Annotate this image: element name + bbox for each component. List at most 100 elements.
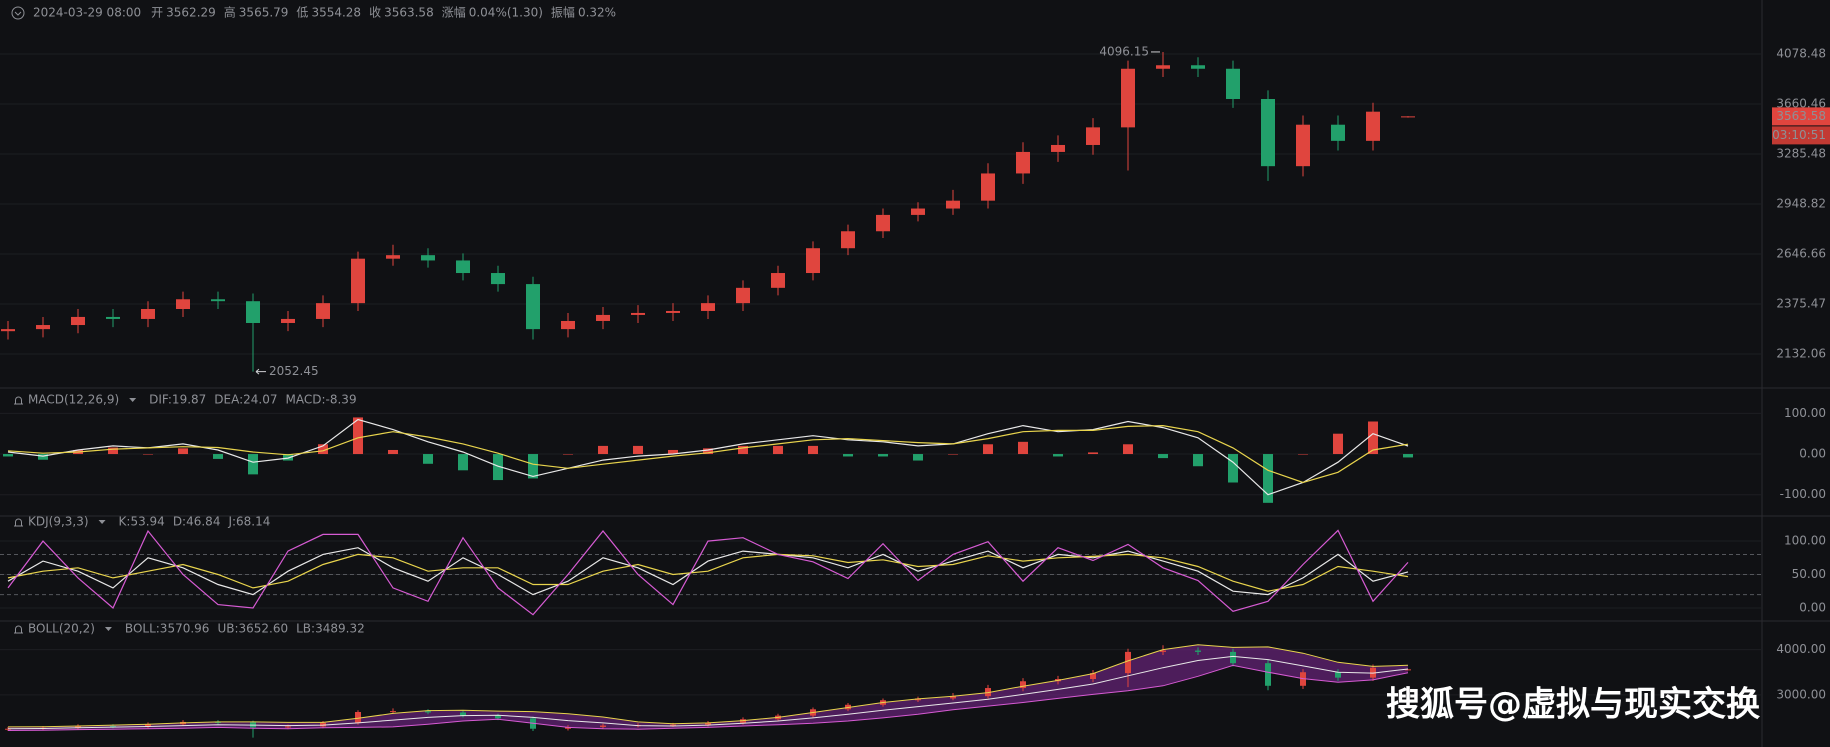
candle-body [281, 318, 295, 323]
candle-body [736, 287, 750, 304]
macd-histogram-bar [878, 454, 888, 457]
low-marker-arrow [255, 368, 266, 375]
last-price-box [1772, 107, 1830, 126]
header-label: 开 [151, 6, 163, 20]
header-label: 收 [369, 6, 381, 20]
legend-entry: LB:3489.32 [296, 622, 365, 636]
legend-entry: UB:3652.60 [217, 622, 288, 636]
watermark: 搜狐号@虚拟与现实交换 [1386, 685, 1760, 725]
indicator-dropdown[interactable] [104, 627, 112, 631]
macd-histogram-bar [1053, 454, 1063, 457]
macd-histogram-bar [1123, 444, 1133, 455]
candle-body [596, 314, 610, 321]
macd-histogram-bar [1158, 454, 1168, 459]
y-tick-label: 0.00 [1799, 600, 1826, 614]
candle-body [1230, 651, 1236, 664]
y-tick-label: 4078.48 [1776, 46, 1826, 60]
candle-body [1226, 68, 1240, 100]
candle-body [1331, 124, 1345, 141]
indicator-line [7, 529, 1409, 616]
macd-histogram-bar [108, 447, 118, 455]
candle-body [1335, 672, 1341, 678]
macd-histogram-bar [1088, 452, 1098, 455]
macd-histogram-bar [983, 444, 993, 455]
indicator-title: MACD(12,26,9) [28, 393, 119, 407]
candle-body [1086, 127, 1100, 145]
y-tick-label: 50.00 [1792, 567, 1826, 581]
candle-body [1090, 673, 1096, 680]
macd-histogram-bar [1298, 454, 1308, 455]
macd-histogram-bar [1403, 454, 1413, 458]
header-label: 振幅 [551, 5, 575, 20]
candle-body [1191, 65, 1205, 69]
macd-histogram-bar [668, 449, 678, 455]
candle-body [1296, 124, 1310, 167]
candle-body [1020, 681, 1026, 689]
macd-histogram-bar [178, 448, 188, 455]
y-tick-label: 100.00 [1784, 534, 1826, 548]
candle-body [1261, 99, 1275, 167]
macd-histogram-bar [283, 454, 293, 461]
candle-body [390, 711, 396, 713]
indicator-bell-icon [14, 396, 23, 405]
candle-body [1366, 111, 1380, 141]
candle-body [285, 726, 291, 728]
candle-body [600, 725, 606, 727]
candle-body [351, 258, 365, 304]
indicator-title: BOLL(20,2) [28, 622, 95, 636]
legend-entry: DEA:24.07 [214, 393, 277, 407]
candle-body [1401, 116, 1415, 118]
countdown: 03:10:51 [1772, 128, 1826, 142]
macd-histogram-bar [633, 445, 643, 455]
y-tick-label: 2375.47 [1776, 297, 1826, 311]
macd-histogram-bar [458, 454, 468, 471]
candle-body [110, 726, 116, 728]
y-tick-label: 2948.82 [1776, 196, 1826, 210]
indicator-bell-icon [14, 518, 23, 527]
macd-histogram-bar [213, 454, 223, 459]
candle-body [841, 231, 855, 249]
macd-histogram-bar [493, 454, 503, 481]
macd-histogram-bar [773, 445, 783, 455]
header-label: 涨幅 [442, 5, 466, 20]
indicator-dropdown[interactable] [98, 520, 106, 524]
candle-body [106, 316, 120, 319]
y-tick-label: 2646.66 [1776, 247, 1826, 261]
y-tick-label: 3660.46 [1776, 96, 1826, 110]
candle-body [1265, 663, 1271, 686]
macd-histogram-bar [913, 454, 923, 461]
macd-histogram-bar [318, 444, 328, 455]
legend-entry: DIF:19.87 [149, 393, 206, 407]
collapse-icon[interactable] [11, 6, 25, 20]
y-tick-label: 3000.00 [1776, 687, 1826, 701]
low-label: 2052.45 [269, 364, 319, 378]
macd-histogram-bar [1228, 454, 1238, 483]
indicator-line [7, 644, 1409, 728]
legend-entry: MACD:-8.39 [286, 393, 357, 407]
candle-body [1156, 65, 1170, 69]
macd-histogram-bar [598, 445, 608, 455]
candle-body [456, 260, 470, 274]
header-label: 高 [224, 5, 236, 20]
bollinger-band-fill [8, 644, 1408, 731]
indicator-line [7, 547, 1409, 596]
collapse-chevron [14, 11, 22, 16]
candle-body [491, 273, 505, 285]
macd-histogram-bar [1193, 454, 1203, 467]
countdown-box [1772, 126, 1830, 145]
macd-histogram-bar [388, 449, 398, 455]
y-tick-label: -100.00 [1780, 487, 1826, 501]
header-value: 3565.79 [239, 6, 289, 20]
last-price: 3563.58 [1776, 109, 1826, 123]
candle-body [316, 303, 330, 319]
indicator-dropdown[interactable] [129, 398, 137, 402]
macd-histogram-bar [1018, 441, 1028, 455]
macd-histogram-bar [353, 417, 363, 455]
y-tick-label: 2132.06 [1776, 347, 1826, 361]
macd-histogram-bar [38, 454, 48, 460]
candle-body [950, 696, 956, 699]
candle-body [561, 320, 575, 330]
macd-histogram-bar [808, 445, 818, 455]
